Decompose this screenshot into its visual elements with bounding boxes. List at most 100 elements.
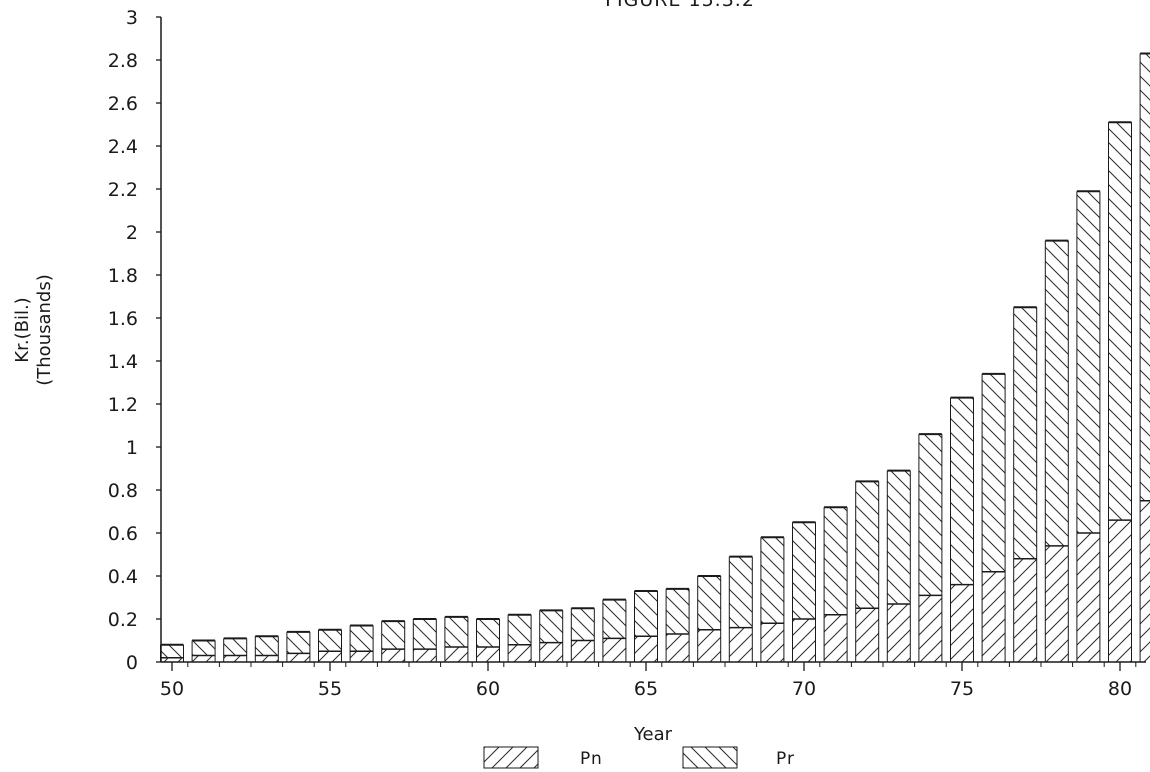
- bar-pn-62: [539, 642, 563, 662]
- y-tick-label-0.8: 0.8: [108, 480, 138, 502]
- y-axis-label-sub: (Thousands): [34, 274, 55, 386]
- y-tick-label-0.6: 0.6: [108, 523, 138, 545]
- x-axis-ticks: 50 55 60 65 70 75 80: [160, 662, 1137, 700]
- bar-pr-68: [729, 556, 753, 628]
- bar-pn-72: [855, 608, 879, 663]
- bar-pr-71: [824, 507, 848, 615]
- y-tick-label-2: 2: [126, 222, 138, 244]
- chart-title: FIGURE 15.3.2: [605, 0, 755, 11]
- x-tick-label-60: 60: [476, 678, 500, 700]
- bar-pn-75: [950, 584, 974, 662]
- bar-pr-69: [760, 537, 784, 624]
- bar-pn-53: [255, 655, 279, 662]
- bar-pn-70: [792, 619, 816, 662]
- bar-pn-69: [760, 623, 784, 662]
- bar-pr-80: [1108, 122, 1132, 521]
- bar-pr-64: [602, 599, 626, 639]
- y-tick-label-1.6: 1.6: [108, 308, 138, 330]
- legend-swatch-pr: [682, 746, 738, 769]
- legend-item-pr: Pr: [682, 746, 795, 769]
- bar-pr-61: [508, 614, 532, 645]
- legend-label-pn: Pn: [580, 749, 603, 769]
- bar-pr-54: [286, 631, 310, 654]
- y-tick-label-2.2: 2.2: [108, 179, 138, 201]
- y-tick-label-3: 3: [126, 7, 138, 29]
- bar-pn-52: [223, 655, 247, 662]
- x-tick-label-65: 65: [634, 678, 658, 700]
- bar-pn-68: [729, 627, 753, 662]
- bar-pn-66: [666, 634, 690, 662]
- y-axis-label-main: Kr.(Bil.): [12, 297, 33, 362]
- legend: Pn Pr: [483, 746, 795, 769]
- bar-pr-50: [160, 644, 184, 658]
- x-tick-label-75: 75: [950, 678, 974, 700]
- bar-pn-58: [413, 649, 437, 662]
- bar-pn-59: [444, 647, 468, 662]
- x-tick-label-80: 80: [1108, 678, 1132, 700]
- bar-pn-56: [350, 651, 374, 663]
- bar-pn-63: [571, 640, 595, 662]
- bar-pn-51: [192, 655, 216, 662]
- bar-pn-64: [602, 638, 626, 662]
- bar-pr-58: [413, 619, 437, 650]
- bar-pr-66: [666, 588, 690, 634]
- y-tick-label-2.6: 2.6: [108, 93, 138, 115]
- bar-pr-79: [1076, 191, 1100, 533]
- bar-pn-57: [381, 649, 405, 662]
- bar-pr-75: [950, 397, 974, 585]
- y-tick-label-0: 0: [126, 652, 138, 674]
- y-tick-label-1.8: 1.8: [108, 265, 138, 287]
- bar-pn-81: [1140, 500, 1150, 663]
- y-tick-label-1.4: 1.4: [108, 351, 138, 373]
- y-tick-label-0.4: 0.4: [108, 566, 138, 588]
- bar-pn-55: [318, 651, 342, 663]
- bar-pn-73: [887, 604, 911, 662]
- bar-pr-65: [634, 591, 658, 637]
- bar-pr-81: [1140, 53, 1150, 501]
- y-tick-label-1: 1: [126, 437, 138, 459]
- y-tick-label-0.2: 0.2: [108, 609, 138, 631]
- legend-item-pn: Pn: [483, 746, 603, 769]
- bar-pr-59: [444, 616, 468, 647]
- bar-pr-76: [982, 373, 1006, 572]
- bar-pn-71: [824, 614, 848, 662]
- bar-pr-77: [1013, 307, 1037, 559]
- bar-pn-65: [634, 636, 658, 662]
- bars-layer: [160, 52, 1150, 663]
- bar-pn-67: [697, 629, 721, 663]
- bar-pn-76: [982, 571, 1006, 662]
- bar-pr-53: [255, 636, 279, 656]
- bar-pr-56: [350, 625, 374, 652]
- bar-pr-62: [539, 610, 563, 643]
- bar-pr-51: [192, 640, 216, 656]
- bar-pr-72: [855, 481, 879, 609]
- bar-pr-67: [697, 576, 721, 630]
- bar-pn-54: [286, 653, 310, 662]
- x-tick-label-55: 55: [318, 678, 342, 700]
- legend-swatch-pn: [483, 746, 539, 769]
- legend-label-pr: Pr: [776, 749, 795, 769]
- bar-pn-60: [476, 647, 500, 662]
- bar-pr-52: [223, 638, 247, 656]
- bar-pn-77: [1013, 558, 1037, 662]
- x-tick-label-50: 50: [160, 678, 184, 700]
- bar-pr-74: [918, 434, 942, 596]
- y-axis-ticks: 0 0.2 0.4 0.6 0.8 1 1.2 1.4 1.6 1.8 2 2.2 2.4 2.6 2.8 3: [108, 7, 161, 674]
- bar-pr-73: [887, 470, 911, 604]
- bar-pn-50: [160, 657, 184, 662]
- bar-pr-60: [476, 619, 500, 647]
- bar-pn-80: [1108, 520, 1132, 662]
- x-axis-label: Year: [633, 724, 673, 745]
- y-tick-label-2.4: 2.4: [108, 136, 138, 158]
- bar-pn-61: [508, 644, 532, 662]
- y-axis-label: Kr.(Bil.) (Thousands): [12, 274, 55, 386]
- bar-pr-63: [571, 608, 595, 641]
- bar-pn-79: [1076, 533, 1100, 662]
- y-tick-label-2.8: 2.8: [108, 50, 138, 72]
- bar-pr-70: [792, 522, 816, 620]
- x-tick-label-70: 70: [792, 678, 816, 700]
- bar-pn-74: [918, 595, 942, 662]
- y-tick-label-1.2: 1.2: [108, 394, 138, 416]
- bar-pr-78: [1045, 240, 1069, 546]
